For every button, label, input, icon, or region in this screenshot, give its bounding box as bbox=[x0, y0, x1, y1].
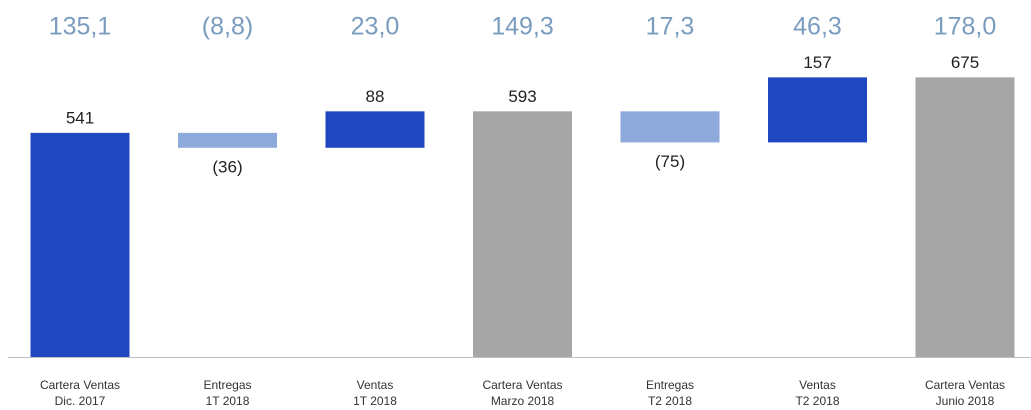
x-tick-label: Ventas bbox=[799, 378, 836, 392]
x-tick-label: Entregas bbox=[646, 378, 694, 392]
x-tick-label: Marzo 2018 bbox=[491, 394, 555, 408]
value-label: 675 bbox=[951, 53, 979, 72]
value-label: (36) bbox=[212, 157, 242, 176]
bar bbox=[325, 111, 425, 148]
value-label: (75) bbox=[655, 152, 685, 171]
secondary-label: 17,3 bbox=[646, 13, 695, 41]
value-label: 157 bbox=[803, 53, 831, 72]
value-label: 541 bbox=[66, 108, 94, 127]
secondary-label: 23,0 bbox=[351, 13, 400, 41]
bar bbox=[178, 132, 277, 148]
bar bbox=[620, 111, 720, 143]
x-tick-label: Cartera Ventas bbox=[925, 378, 1005, 392]
secondary-label: 178,0 bbox=[934, 13, 997, 41]
secondary-label: 135,1 bbox=[49, 13, 112, 41]
x-tick-label: Junio 2018 bbox=[936, 394, 995, 408]
secondary-label: 46,3 bbox=[793, 13, 842, 41]
x-tick-label: Entregas bbox=[203, 378, 251, 392]
x-tick-label: 1T 2018 bbox=[353, 394, 397, 408]
x-tick-label: 1T 2018 bbox=[206, 394, 250, 408]
secondary-label: 149,3 bbox=[491, 13, 554, 41]
x-tick-label: Ventas bbox=[357, 378, 394, 392]
bar bbox=[768, 77, 867, 143]
x-tick-label: T2 2018 bbox=[795, 394, 839, 408]
x-tick-label: Cartera Ventas bbox=[482, 378, 562, 392]
value-label: 88 bbox=[366, 87, 385, 106]
x-tick-label: Cartera Ventas bbox=[40, 378, 120, 392]
bar bbox=[30, 132, 130, 357]
secondary-label: (8,8) bbox=[202, 13, 253, 41]
x-tick-label: T2 2018 bbox=[648, 394, 692, 408]
bar bbox=[915, 77, 1015, 357]
x-tick-label: Dic. 2017 bbox=[55, 394, 106, 408]
value-label: 593 bbox=[508, 87, 536, 106]
bar bbox=[473, 111, 572, 357]
